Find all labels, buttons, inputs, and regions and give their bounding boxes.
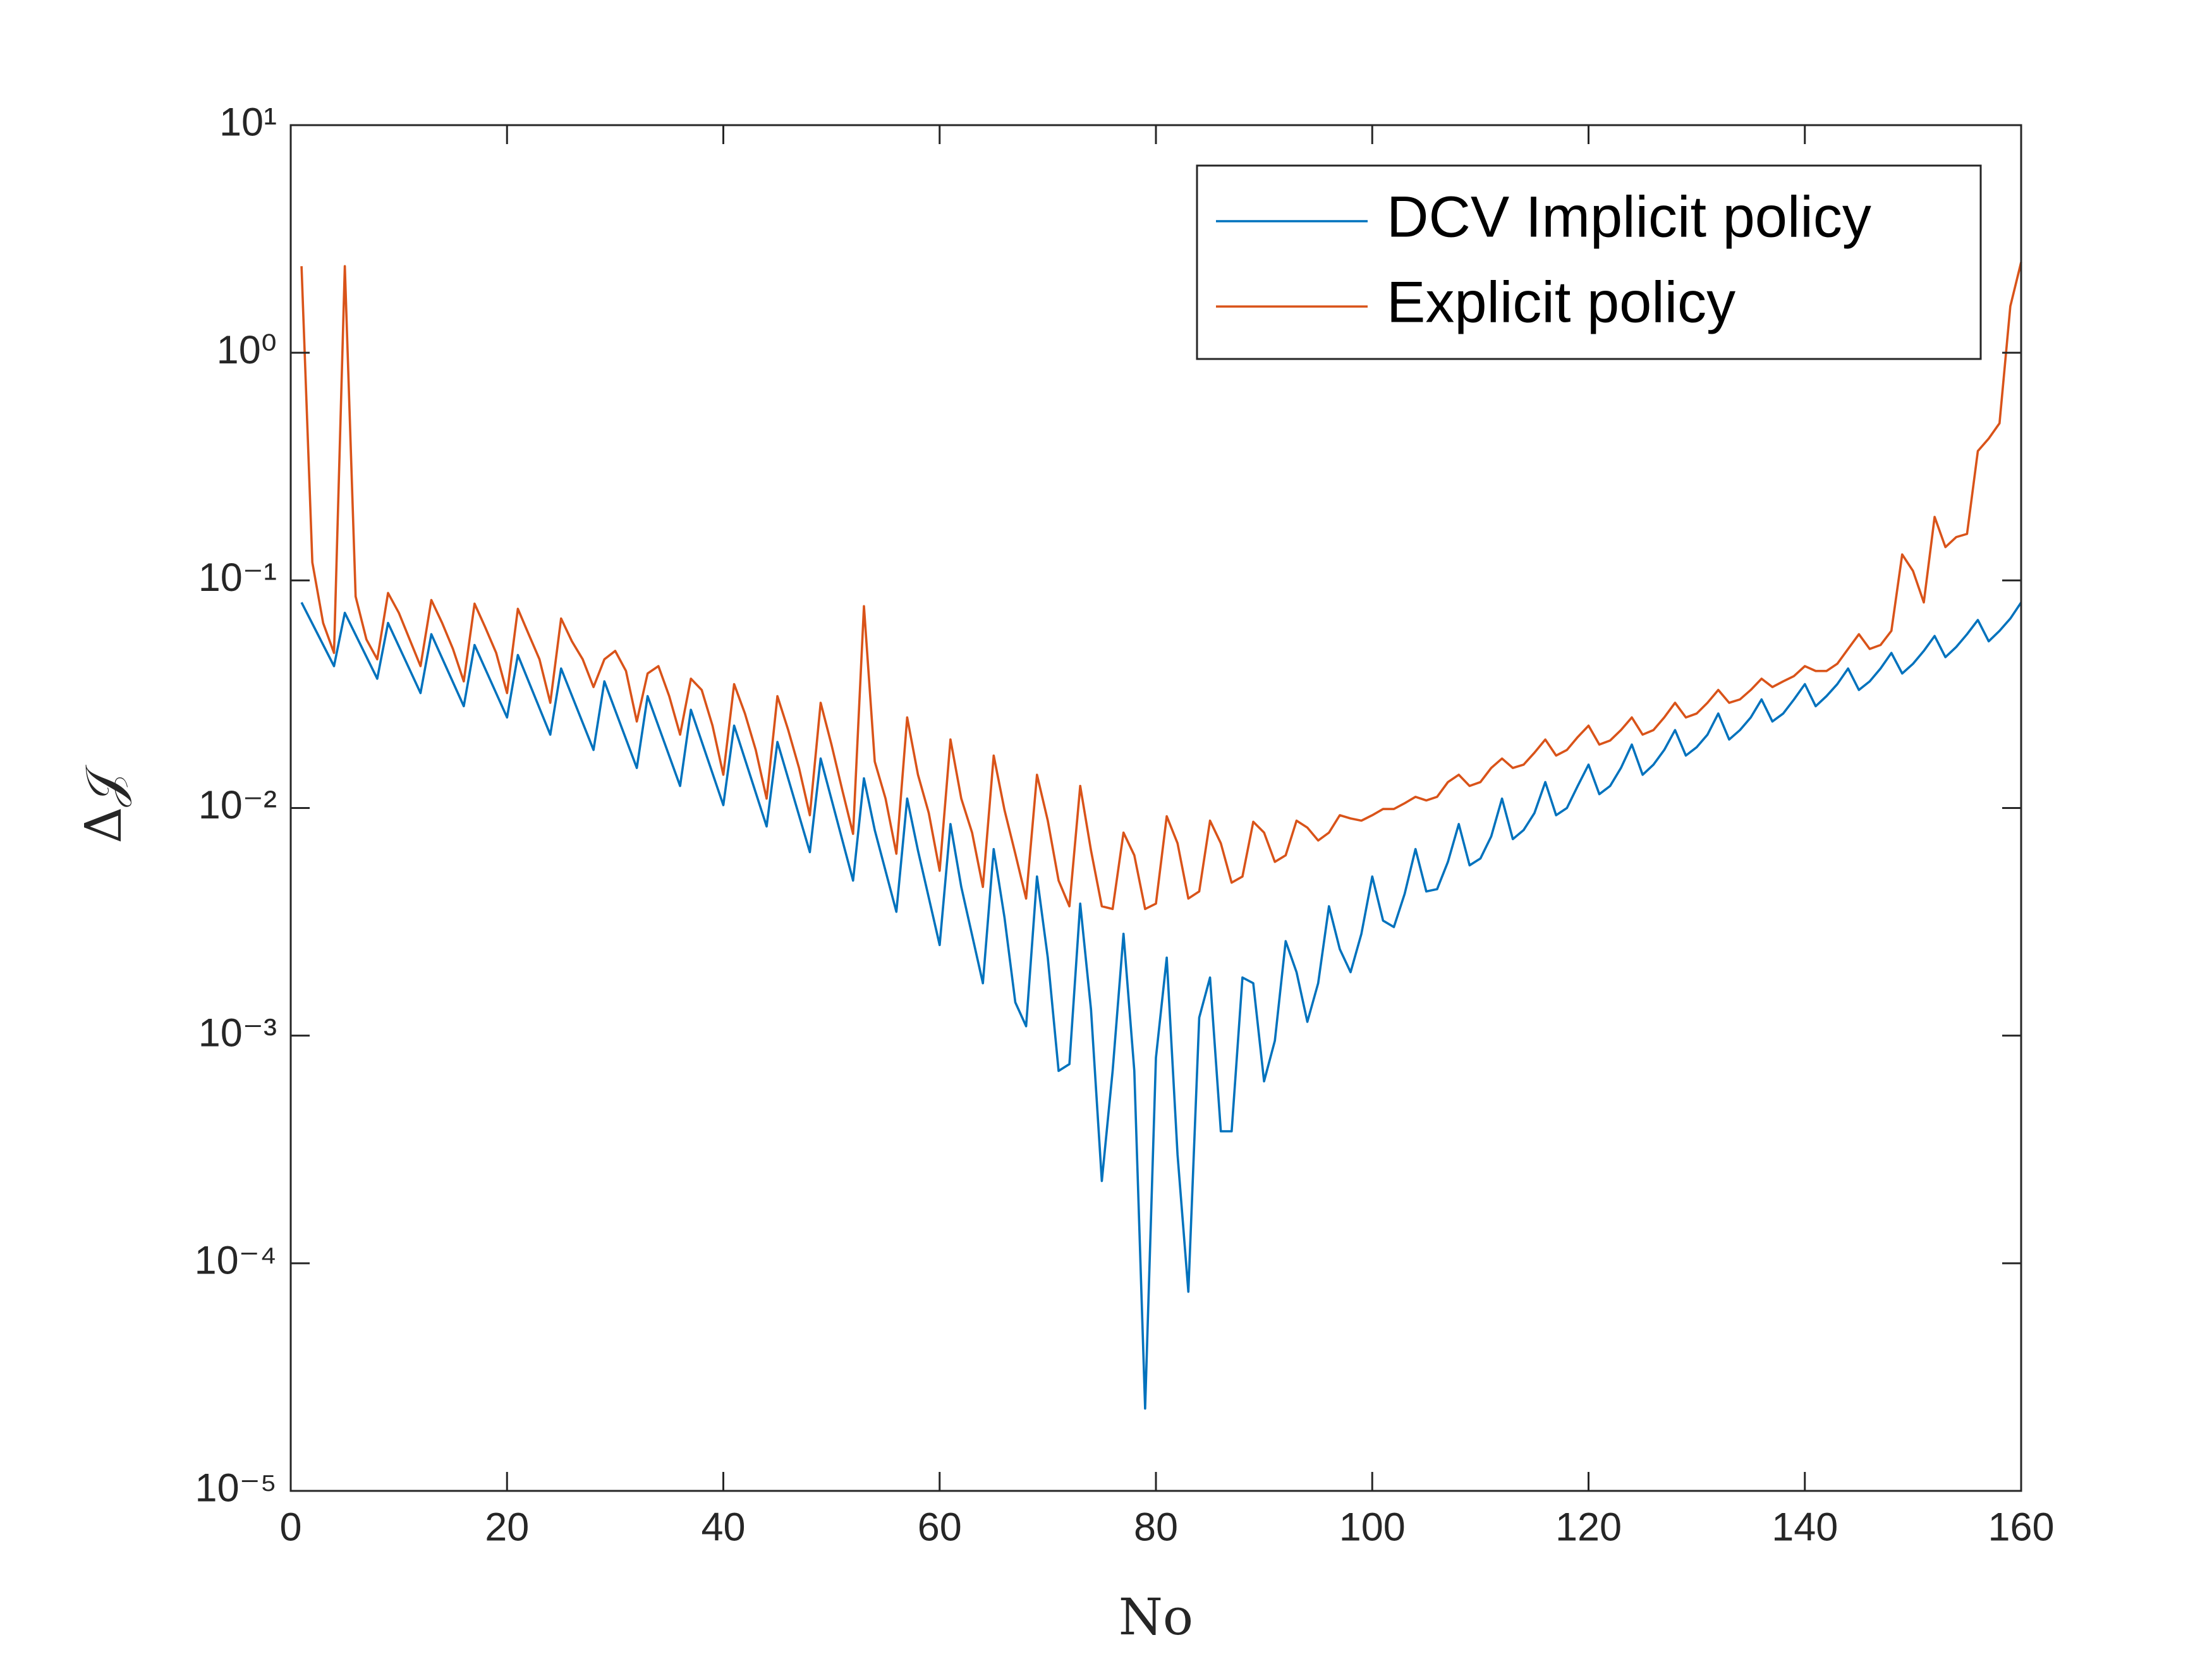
y-tick-label: 10⁻⁵ <box>195 1466 277 1510</box>
y-tick-label: 10⁻³ <box>198 1011 277 1055</box>
legend-box <box>1196 164 1982 360</box>
x-tick-label: 0 <box>279 1505 301 1550</box>
series-line <box>300 602 2022 1410</box>
y-tick-label: 10¹ <box>219 100 277 145</box>
y-tick-label: 10⁰ <box>217 328 277 372</box>
x-tick-label: 160 <box>1988 1505 2054 1550</box>
legend-label: DCV Implicit policy <box>1387 185 1871 249</box>
y-axis-label: Δ𝒥 <box>74 765 133 844</box>
x-tick-label: 60 <box>918 1505 962 1550</box>
y-tick-label: 10⁻¹ <box>198 556 277 600</box>
y-tick-label: 10⁻⁴ <box>195 1238 277 1282</box>
x-tick-label: 100 <box>1339 1505 1406 1550</box>
x-tick-label: 40 <box>701 1505 745 1550</box>
x-tick-label: 120 <box>1555 1505 1622 1550</box>
x-tick-label: 140 <box>1771 1505 1838 1550</box>
x-axis-label: No <box>1119 1588 1193 1646</box>
y-tick-label: 10⁻² <box>198 783 277 827</box>
legend-label: Explicit policy <box>1387 270 1735 334</box>
x-tick-label: 80 <box>1134 1505 1178 1550</box>
x-tick-label: 20 <box>485 1505 529 1550</box>
series-line <box>300 262 2022 911</box>
